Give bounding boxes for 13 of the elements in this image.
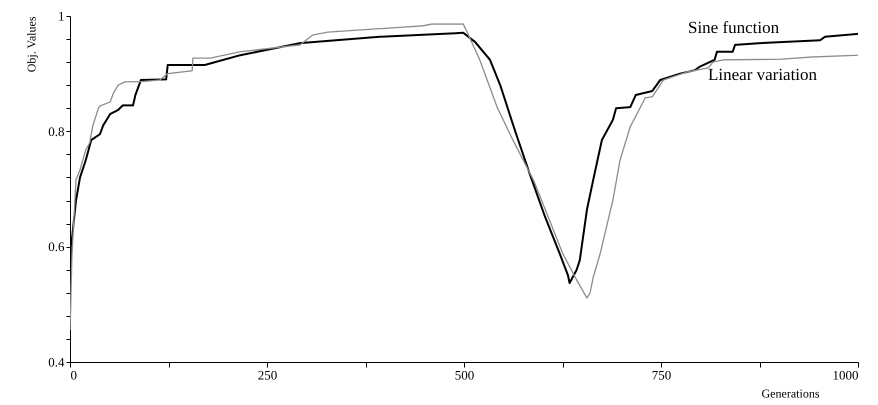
x-axis-title: Generations: [762, 386, 820, 400]
x-tick-label: 0: [70, 368, 77, 382]
y-tick-label: 0.8: [48, 124, 64, 139]
series-label: Linear variation: [708, 65, 818, 84]
y-tick-label: 0.6: [48, 239, 65, 254]
x-tick-label: 500: [454, 368, 474, 382]
y-axis-title: Obj. Values: [24, 16, 38, 72]
y-tick-label: 1: [58, 8, 64, 24]
series-label: Sine function: [688, 18, 780, 37]
x-tick-label: 250: [258, 368, 278, 382]
x-tick-label: 1000: [832, 368, 858, 382]
x-tick-label: 750: [652, 368, 672, 382]
y-tick-label: 0.4: [48, 354, 65, 370]
